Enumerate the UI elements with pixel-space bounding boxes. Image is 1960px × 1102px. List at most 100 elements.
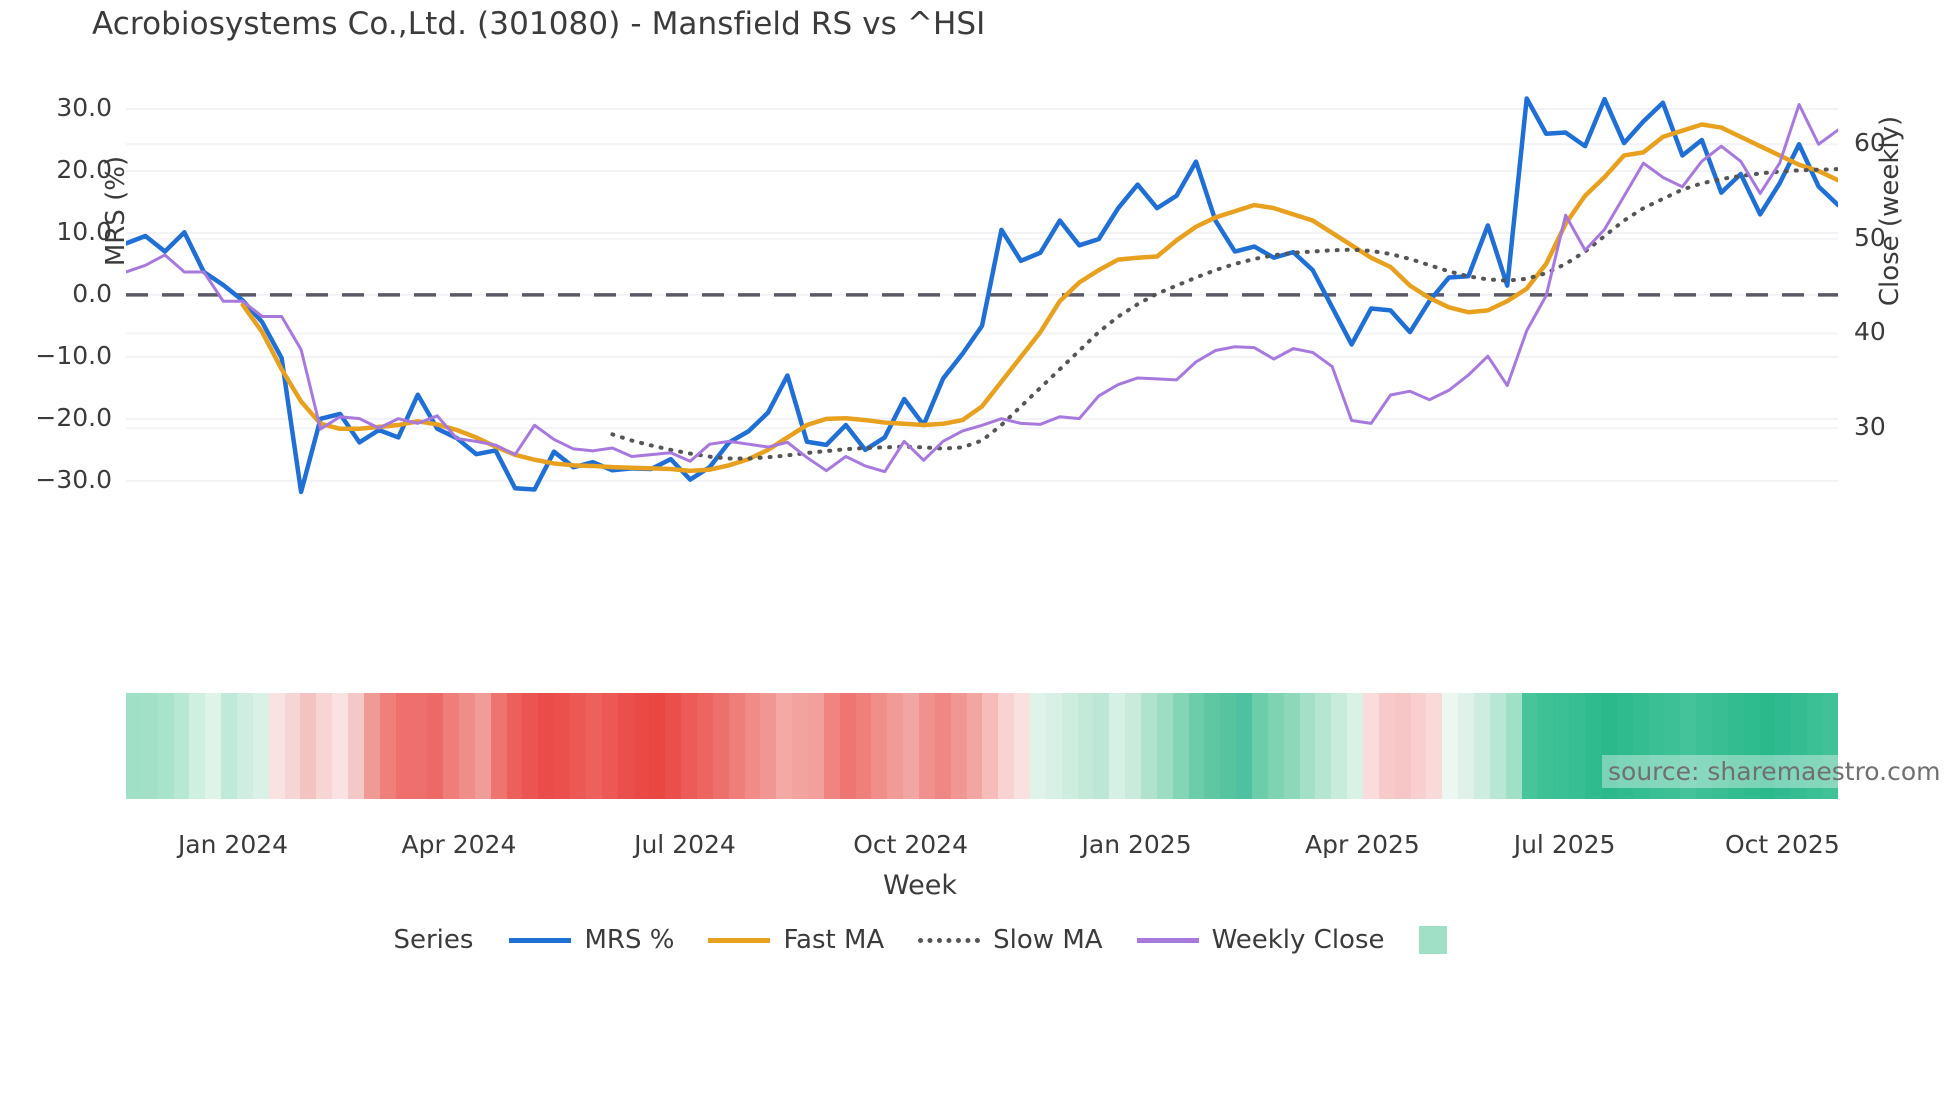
- heatmap-cell: [1648, 693, 1665, 799]
- plot-area: [126, 78, 1838, 518]
- heatmap-cell: [1394, 693, 1411, 799]
- heatmap-cell: [1236, 693, 1253, 799]
- heatmap-cell: [316, 693, 333, 799]
- heatmap-cell: [1029, 693, 1046, 799]
- series-line-mrs: [126, 96, 1838, 495]
- heatmap-cell: [696, 693, 713, 799]
- y-tick-label: 20.0: [56, 154, 112, 184]
- legend-item-heatmap[interactable]: [1418, 926, 1447, 954]
- heatmap-cell: [459, 693, 475, 799]
- heatmap-cell: [1537, 693, 1554, 799]
- legend-item-mrs[interactable]: MRS %: [509, 925, 674, 955]
- y2-tick-label: 50: [1854, 222, 1886, 252]
- heatmap-cell: [443, 693, 460, 799]
- heatmap-cell: [728, 693, 745, 799]
- heatmap-cell: [792, 693, 808, 799]
- heatmap-cell: [237, 693, 253, 799]
- heatmap-cell: [807, 693, 824, 799]
- heatmap-cell: [585, 693, 602, 799]
- heatmap-cell: [1585, 693, 1601, 799]
- heatmap-cell: [1220, 693, 1237, 799]
- x-axis-label: Week: [883, 870, 957, 901]
- x-tick-label: Jan 2025: [1081, 830, 1192, 859]
- heatmap-cell: [1014, 693, 1030, 799]
- heatmap-cell: [633, 693, 650, 799]
- y-tick-label: 10.0: [56, 216, 112, 246]
- heatmap-cell: [887, 693, 904, 799]
- heatmap-cell: [1125, 693, 1141, 799]
- heatmap-cell: [649, 693, 666, 799]
- legend-item-label: Weekly Close: [1211, 925, 1385, 955]
- heatmap-cell: [966, 693, 983, 799]
- heatmap-cell: [1378, 693, 1395, 799]
- heatmap-cell: [760, 693, 777, 799]
- heatmap-cell: [1775, 693, 1792, 799]
- heatmap-cell: [411, 693, 428, 799]
- source-watermark: source: sharemaestro.com: [1602, 755, 1947, 788]
- heatmap-cell: [395, 693, 412, 799]
- chart-canvas: [126, 96, 1838, 495]
- legend-item-label: Fast MA: [783, 925, 885, 955]
- legend-item-weekly-close[interactable]: Weekly Close: [1136, 925, 1385, 955]
- heatmap-cell: [1267, 693, 1284, 799]
- heatmap-cell: [1458, 693, 1475, 799]
- heatmap-cell: [157, 693, 174, 799]
- heatmap-cell: [1711, 693, 1728, 799]
- heatmap-cell: [918, 693, 935, 799]
- heatmap-cell: [982, 693, 999, 799]
- heatmap-cell: [1299, 693, 1316, 799]
- y-tick-label: −30.0: [35, 464, 112, 494]
- series-line-weekly-close: [126, 102, 1838, 474]
- heatmap-cell: [681, 693, 697, 799]
- heatmap-cell: [1410, 693, 1427, 799]
- legend-line-swatch: [1136, 937, 1199, 943]
- legend-item-label: MRS %: [584, 925, 675, 955]
- heatmap-cell: [1680, 693, 1697, 799]
- heatmap-cell: [363, 693, 380, 799]
- x-tick-label: Oct 2024: [853, 830, 968, 859]
- heatmap-cell: [934, 693, 951, 799]
- y-tick-label: −10.0: [35, 340, 112, 370]
- heatmap-cell: [1315, 693, 1332, 799]
- heatmap-cell: [474, 693, 491, 799]
- heatmap-cell: [839, 693, 856, 799]
- heatmap-cell: [1727, 693, 1744, 799]
- heatmap-cell: [1426, 693, 1443, 799]
- y2-tick-label: 30: [1854, 412, 1886, 442]
- legend-item-slow-ma[interactable]: Slow MA: [918, 925, 1103, 955]
- heatmap-cell: [1521, 693, 1538, 799]
- heatmap-cell: [1600, 693, 1617, 799]
- heatmap-cell: [871, 693, 888, 799]
- heatmap-cell: [1822, 693, 1838, 799]
- heatmap-cell: [1696, 693, 1712, 799]
- x-tick-label: Apr 2025: [1304, 830, 1420, 859]
- x-tick-label: Jan 2024: [177, 830, 289, 859]
- heatmap-cell: [1759, 693, 1776, 799]
- heatmap-cell: [522, 693, 539, 799]
- heatmap-cell: [744, 693, 761, 799]
- heatmap-cell: [1743, 693, 1760, 799]
- series-line-slow-ma: [610, 167, 1838, 461]
- heatmap-cell: [570, 693, 586, 799]
- x-tick-label: Apr 2024: [401, 830, 517, 859]
- heatmap-cell: [855, 693, 872, 799]
- heatmap-cell: [205, 693, 222, 799]
- chart-legend: Series MRS % Fast MA Slow MA Weekly Close: [0, 925, 1840, 955]
- heatmap-cell: [1442, 693, 1459, 799]
- heatmap-cell: [903, 693, 919, 799]
- legend-item-fast-ma[interactable]: Fast MA: [708, 925, 884, 955]
- heatmap-cell: [300, 693, 317, 799]
- heatmap-cell: [1204, 693, 1221, 799]
- heatmap-cell: [1061, 693, 1078, 799]
- heatmap-cell: [252, 693, 269, 799]
- heatmap-cell: [427, 693, 444, 799]
- heatmap-cell: [348, 693, 364, 799]
- y2-tick-label: 60: [1854, 128, 1886, 158]
- heatmap-cell: [665, 693, 682, 799]
- heatmap-cell: [1109, 693, 1126, 799]
- heatmap-cell: [1553, 693, 1570, 799]
- heatmap-cell: [1093, 693, 1110, 799]
- heatmap-cell: [141, 693, 158, 799]
- legend-line-swatch: [708, 937, 771, 943]
